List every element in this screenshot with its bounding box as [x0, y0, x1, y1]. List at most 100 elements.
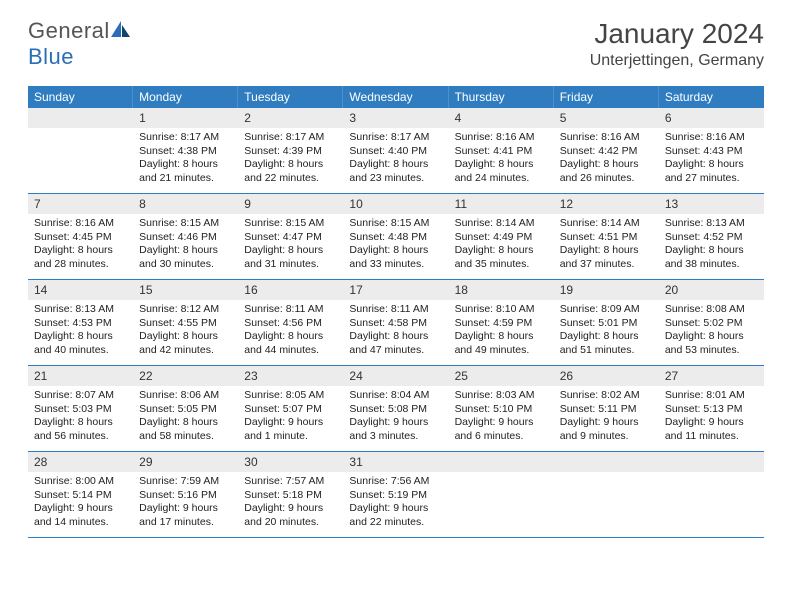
- day-number: 9: [238, 194, 343, 214]
- day-details: Sunrise: 8:13 AMSunset: 4:52 PMDaylight:…: [659, 214, 764, 278]
- sunrise-text: Sunrise: 8:02 AM: [560, 389, 653, 403]
- sunrise-text: Sunrise: 8:16 AM: [455, 131, 548, 145]
- calendar-cell: 14Sunrise: 8:13 AMSunset: 4:53 PMDayligh…: [28, 280, 133, 366]
- sunrise-text: Sunrise: 8:06 AM: [139, 389, 232, 403]
- calendar-cell: [554, 452, 659, 538]
- day-number: 20: [659, 280, 764, 300]
- title-block: January 2024 Unterjettingen, Germany: [590, 18, 764, 70]
- daylight-text: Daylight: 8 hours and 31 minutes.: [244, 244, 337, 271]
- day-number: [449, 452, 554, 472]
- day-number: 8: [133, 194, 238, 214]
- sunrise-text: Sunrise: 8:10 AM: [455, 303, 548, 317]
- calendar-cell: 19Sunrise: 8:09 AMSunset: 5:01 PMDayligh…: [554, 280, 659, 366]
- day-number: 26: [554, 366, 659, 386]
- day-details: Sunrise: 8:07 AMSunset: 5:03 PMDaylight:…: [28, 386, 133, 450]
- day-details: Sunrise: 8:08 AMSunset: 5:02 PMDaylight:…: [659, 300, 764, 364]
- day-details: Sunrise: 8:16 AMSunset: 4:45 PMDaylight:…: [28, 214, 133, 278]
- calendar-cell: 7Sunrise: 8:16 AMSunset: 4:45 PMDaylight…: [28, 194, 133, 280]
- day-details: Sunrise: 8:17 AMSunset: 4:38 PMDaylight:…: [133, 128, 238, 192]
- sunset-text: Sunset: 5:07 PM: [244, 403, 337, 417]
- sunset-text: Sunset: 4:38 PM: [139, 145, 232, 159]
- day-number: 31: [343, 452, 448, 472]
- day-number: 10: [343, 194, 448, 214]
- sunrise-text: Sunrise: 8:16 AM: [560, 131, 653, 145]
- daylight-text: Daylight: 9 hours and 11 minutes.: [665, 416, 758, 443]
- calendar-cell: [449, 452, 554, 538]
- calendar-cell: 13Sunrise: 8:13 AMSunset: 4:52 PMDayligh…: [659, 194, 764, 280]
- day-number: 18: [449, 280, 554, 300]
- calendar-cell: 9Sunrise: 8:15 AMSunset: 4:47 PMDaylight…: [238, 194, 343, 280]
- calendar-cell: 28Sunrise: 8:00 AMSunset: 5:14 PMDayligh…: [28, 452, 133, 538]
- daylight-text: Daylight: 8 hours and 40 minutes.: [34, 330, 127, 357]
- daylight-text: Daylight: 9 hours and 6 minutes.: [455, 416, 548, 443]
- calendar-cell: 1Sunrise: 8:17 AMSunset: 4:38 PMDaylight…: [133, 108, 238, 194]
- calendar-cell: 16Sunrise: 8:11 AMSunset: 4:56 PMDayligh…: [238, 280, 343, 366]
- day-details: Sunrise: 8:04 AMSunset: 5:08 PMDaylight:…: [343, 386, 448, 450]
- calendar-header-row: SundayMondayTuesdayWednesdayThursdayFrid…: [28, 86, 764, 108]
- day-details: Sunrise: 7:57 AMSunset: 5:18 PMDaylight:…: [238, 472, 343, 536]
- daylight-text: Daylight: 9 hours and 20 minutes.: [244, 502, 337, 529]
- daylight-text: Daylight: 8 hours and 21 minutes.: [139, 158, 232, 185]
- sunset-text: Sunset: 5:02 PM: [665, 317, 758, 331]
- day-details: Sunrise: 8:16 AMSunset: 4:41 PMDaylight:…: [449, 128, 554, 192]
- calendar-cell: 24Sunrise: 8:04 AMSunset: 5:08 PMDayligh…: [343, 366, 448, 452]
- sunset-text: Sunset: 4:41 PM: [455, 145, 548, 159]
- daylight-text: Daylight: 8 hours and 58 minutes.: [139, 416, 232, 443]
- day-details: Sunrise: 8:16 AMSunset: 4:43 PMDaylight:…: [659, 128, 764, 192]
- daylight-text: Daylight: 8 hours and 42 minutes.: [139, 330, 232, 357]
- day-number: 6: [659, 108, 764, 128]
- day-details: [28, 128, 133, 137]
- calendar-cell: 20Sunrise: 8:08 AMSunset: 5:02 PMDayligh…: [659, 280, 764, 366]
- calendar-cell: 6Sunrise: 8:16 AMSunset: 4:43 PMDaylight…: [659, 108, 764, 194]
- sunset-text: Sunset: 4:45 PM: [34, 231, 127, 245]
- day-details: Sunrise: 8:15 AMSunset: 4:46 PMDaylight:…: [133, 214, 238, 278]
- day-number: 23: [238, 366, 343, 386]
- sunset-text: Sunset: 5:14 PM: [34, 489, 127, 503]
- calendar-body: 1Sunrise: 8:17 AMSunset: 4:38 PMDaylight…: [28, 108, 764, 538]
- brand-logo: GeneralBlue: [28, 18, 132, 70]
- day-details: [554, 472, 659, 481]
- daylight-text: Daylight: 8 hours and 33 minutes.: [349, 244, 442, 271]
- daylight-text: Daylight: 8 hours and 27 minutes.: [665, 158, 758, 185]
- calendar-cell: 21Sunrise: 8:07 AMSunset: 5:03 PMDayligh…: [28, 366, 133, 452]
- day-number: 7: [28, 194, 133, 214]
- day-number: 19: [554, 280, 659, 300]
- day-details: [449, 472, 554, 481]
- day-number: 17: [343, 280, 448, 300]
- sunrise-text: Sunrise: 8:14 AM: [455, 217, 548, 231]
- day-number: 28: [28, 452, 133, 472]
- day-number: 3: [343, 108, 448, 128]
- sunrise-text: Sunrise: 8:09 AM: [560, 303, 653, 317]
- sunrise-text: Sunrise: 8:16 AM: [34, 217, 127, 231]
- daylight-text: Daylight: 8 hours and 37 minutes.: [560, 244, 653, 271]
- sunset-text: Sunset: 5:10 PM: [455, 403, 548, 417]
- sunset-text: Sunset: 4:55 PM: [139, 317, 232, 331]
- sunrise-text: Sunrise: 7:59 AM: [139, 475, 232, 489]
- daylight-text: Daylight: 8 hours and 23 minutes.: [349, 158, 442, 185]
- sunset-text: Sunset: 5:03 PM: [34, 403, 127, 417]
- page-subtitle: Unterjettingen, Germany: [590, 52, 764, 70]
- calendar-cell: 2Sunrise: 8:17 AMSunset: 4:39 PMDaylight…: [238, 108, 343, 194]
- sunset-text: Sunset: 4:48 PM: [349, 231, 442, 245]
- sunrise-text: Sunrise: 8:16 AM: [665, 131, 758, 145]
- weekday-header: Saturday: [659, 86, 764, 108]
- sunrise-text: Sunrise: 8:03 AM: [455, 389, 548, 403]
- sunrise-text: Sunrise: 8:11 AM: [244, 303, 337, 317]
- sunset-text: Sunset: 5:05 PM: [139, 403, 232, 417]
- calendar-cell: 8Sunrise: 8:15 AMSunset: 4:46 PMDaylight…: [133, 194, 238, 280]
- calendar-cell: [28, 108, 133, 194]
- sunset-text: Sunset: 4:42 PM: [560, 145, 653, 159]
- calendar: SundayMondayTuesdayWednesdayThursdayFrid…: [28, 86, 764, 538]
- sunrise-text: Sunrise: 8:15 AM: [139, 217, 232, 231]
- daylight-text: Daylight: 9 hours and 3 minutes.: [349, 416, 442, 443]
- calendar-cell: 4Sunrise: 8:16 AMSunset: 4:41 PMDaylight…: [449, 108, 554, 194]
- sunset-text: Sunset: 5:01 PM: [560, 317, 653, 331]
- daylight-text: Daylight: 8 hours and 24 minutes.: [455, 158, 548, 185]
- sunrise-text: Sunrise: 8:12 AM: [139, 303, 232, 317]
- sunrise-text: Sunrise: 7:57 AM: [244, 475, 337, 489]
- day-number: 16: [238, 280, 343, 300]
- sunset-text: Sunset: 4:51 PM: [560, 231, 653, 245]
- daylight-text: Daylight: 9 hours and 17 minutes.: [139, 502, 232, 529]
- day-number: 5: [554, 108, 659, 128]
- day-details: Sunrise: 7:59 AMSunset: 5:16 PMDaylight:…: [133, 472, 238, 536]
